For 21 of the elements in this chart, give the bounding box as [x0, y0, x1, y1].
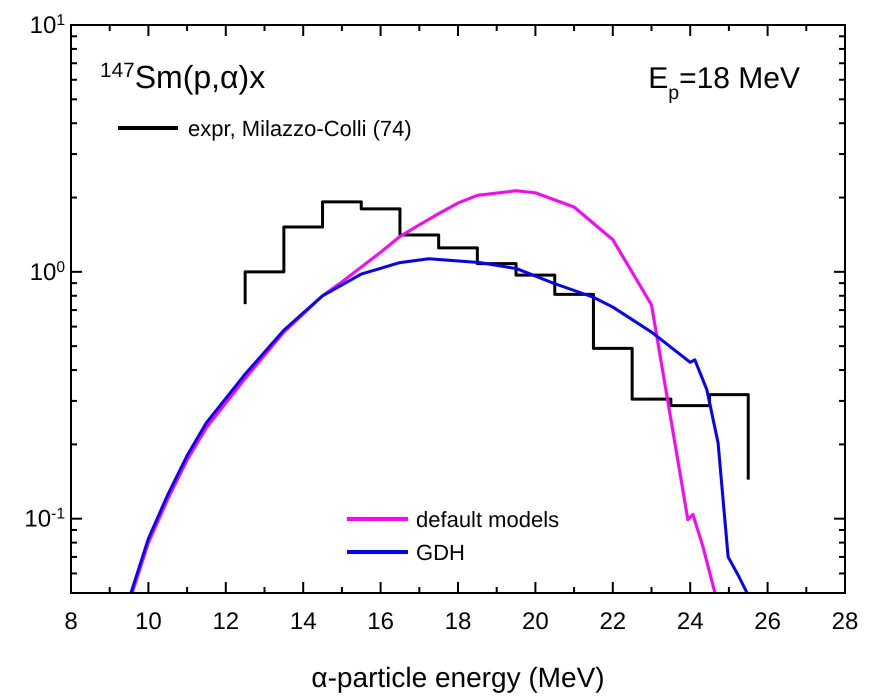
legend-label: default models — [416, 507, 560, 532]
x-tick-label: 24 — [676, 608, 704, 635]
line-series — [129, 257, 749, 593]
x-tick-label: 14 — [290, 608, 317, 635]
legend-label: expr, Milazzo-Colli (74) — [188, 116, 412, 141]
y-tick-label: 10$^{-1}$ — [24, 505, 65, 533]
x-tick-label: 20 — [522, 608, 549, 635]
x-tick-label: 26 — [754, 608, 781, 635]
y-tick-label: 10$^{1}$ — [30, 12, 65, 39]
legend-label: GDH — [416, 540, 465, 565]
y-tick-label: 10$^{0}$ — [30, 258, 66, 286]
x-tick-label: 18 — [444, 608, 472, 635]
x-tick-label: 22 — [599, 608, 626, 635]
x-axis-title: α-particle energy (MeV) — [311, 662, 605, 693]
x-tick-label: 16 — [367, 608, 394, 635]
x-tick-label: 12 — [212, 608, 240, 635]
x-tick-label: 28 — [832, 608, 858, 635]
text: $^{147}$Sm(p,α)x — [100, 58, 266, 95]
x-tick-label: 8 — [64, 608, 78, 635]
x-tick-label: 10 — [135, 608, 162, 635]
annotation: E$_{p}$=18 MeV — [648, 62, 800, 104]
